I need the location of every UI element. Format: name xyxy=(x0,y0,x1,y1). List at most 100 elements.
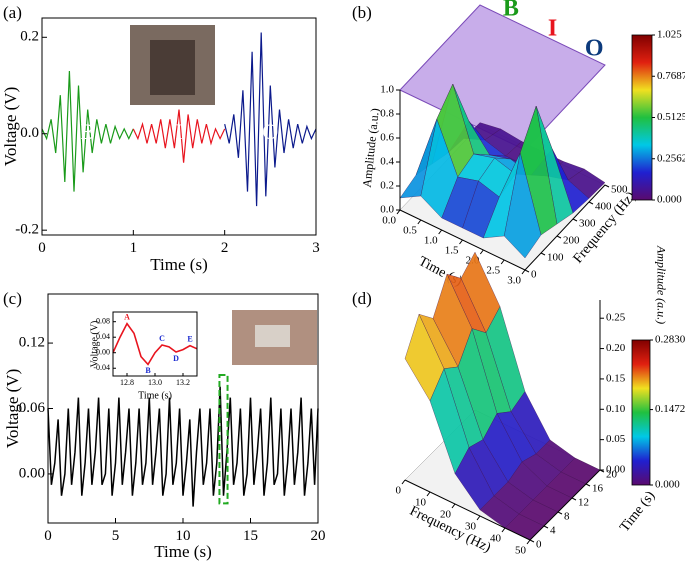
y-tick-label: 200 xyxy=(563,235,580,247)
y-tick-label: 0.0 xyxy=(20,125,39,141)
x-tick xyxy=(526,539,531,545)
z-tick-label: 0.05 xyxy=(606,433,626,445)
surface-cell xyxy=(504,152,542,259)
x-tick-label: 10 xyxy=(415,497,427,509)
y-axis-label: Voltage (V) xyxy=(1,87,20,166)
x-tick-label: 30 xyxy=(465,521,477,533)
y-axis-line xyxy=(524,184,606,271)
y-tick-label: 0.2 xyxy=(20,29,39,45)
series-line xyxy=(41,70,134,192)
x-tick-label: 0 xyxy=(44,528,52,544)
colorbar-tick-label: 0.000 xyxy=(657,194,682,206)
y-tick xyxy=(572,218,578,222)
x-tick xyxy=(401,479,406,485)
y-axis-label: Voltage (V) xyxy=(3,369,22,448)
top-plane xyxy=(399,4,606,151)
x-tick-label: 0 xyxy=(396,485,402,497)
x-tick xyxy=(459,239,463,245)
panel-label: (d) xyxy=(352,289,372,308)
x-tick-label: 20 xyxy=(311,528,326,544)
z-tick-label: 0.20 xyxy=(606,342,626,354)
x-tick-label: 13.2 xyxy=(176,378,190,387)
x-tick-label: 40 xyxy=(490,533,502,545)
x-tick xyxy=(426,491,431,497)
y-tick-label: 12 xyxy=(578,497,589,509)
y-tick-label: 0.04 xyxy=(96,332,110,341)
y-tick-label: 20 xyxy=(606,469,618,481)
y-tick-label: 0 xyxy=(531,269,537,281)
y-tick xyxy=(540,252,546,256)
panel-label: (b) xyxy=(352,3,372,22)
z-tick-label: 0.0 xyxy=(380,204,394,216)
y-tick-label: 4 xyxy=(550,525,556,537)
annotation: I xyxy=(175,119,182,144)
y-tick-label: 0.12 xyxy=(19,335,45,351)
colorbar-tick-label: 0.2562 xyxy=(657,152,685,164)
colorbar xyxy=(631,339,651,486)
y-tick-label: -0.2 xyxy=(15,222,39,238)
panel-label: (c) xyxy=(3,289,22,308)
y-tick-label: 0.06 xyxy=(19,400,46,416)
annotation: O xyxy=(585,36,604,62)
colorbar-tick-label: 0.2830 xyxy=(655,334,685,346)
z-tick-label: 1.0 xyxy=(380,84,394,96)
y-tick xyxy=(585,483,591,487)
annotation: B xyxy=(503,0,519,22)
point-label: D xyxy=(173,354,179,363)
y-tick xyxy=(588,201,594,205)
inset-bg xyxy=(113,312,197,376)
x-tick xyxy=(479,249,484,255)
x-tick-label: 0.0 xyxy=(382,215,396,227)
annotation: O xyxy=(262,119,278,144)
z-tick-label: 0.4 xyxy=(380,156,394,168)
y-tick-label: 16 xyxy=(592,483,604,495)
x-tick xyxy=(476,515,481,521)
x-tick-label: 15 xyxy=(243,528,258,544)
x-axis-line xyxy=(404,479,531,541)
x-tick xyxy=(417,219,422,225)
y-axis-label: Voltage (V) xyxy=(89,321,100,368)
x-tick-label: 12.8 xyxy=(120,378,134,387)
y-tick xyxy=(529,539,535,543)
series-line xyxy=(132,109,226,163)
y-tick xyxy=(557,511,563,515)
x-axis-label: Time (s) xyxy=(150,255,207,274)
point-label: C xyxy=(159,334,165,343)
annotation: B xyxy=(80,119,95,144)
y-tick-label: 100 xyxy=(547,252,564,264)
highlight-box xyxy=(218,373,229,505)
x-tick-label: 0.5 xyxy=(403,225,417,237)
z-tick-label: 0.2 xyxy=(380,180,394,192)
y-tick xyxy=(571,497,577,501)
y-tick-label: 500 xyxy=(611,184,628,196)
x-axis-label: Time (s) xyxy=(154,542,211,561)
x-tick-label: 2.5 xyxy=(486,265,500,277)
panel-label: (a) xyxy=(3,3,22,22)
x-tick-label: 20 xyxy=(440,509,452,521)
y-tick-label: 0.08 xyxy=(96,317,110,326)
series-line xyxy=(112,322,198,366)
colorbar-tick-label: 1.025 xyxy=(657,29,682,41)
series-line xyxy=(224,32,317,207)
z-tick-label: 0.25 xyxy=(606,312,626,324)
z-tick-label: 0.8 xyxy=(380,108,394,120)
y-tick-label: -0.04 xyxy=(93,363,110,372)
z-tick-label: 0.00 xyxy=(606,464,626,476)
x-tick xyxy=(451,503,456,509)
x-tick-label: 1 xyxy=(130,240,138,256)
z-tick-label: 0.15 xyxy=(606,372,626,384)
inset-photo-detail xyxy=(255,325,290,347)
plot-frame xyxy=(41,17,317,236)
colorbar-tick-label: 0.7687 xyxy=(657,70,685,82)
y-tick xyxy=(543,525,549,529)
x-tick-label: 50 xyxy=(515,545,527,557)
y-axis-line xyxy=(529,469,601,541)
y-tick-label: 8 xyxy=(564,511,570,523)
x-tick-label: 3 xyxy=(312,240,320,256)
y-tick-label: 300 xyxy=(579,218,596,230)
x-tick xyxy=(396,209,401,215)
z-tick-label: 0.10 xyxy=(606,403,626,415)
x-tick xyxy=(500,259,505,265)
x-tick-label: 10 xyxy=(176,528,191,544)
